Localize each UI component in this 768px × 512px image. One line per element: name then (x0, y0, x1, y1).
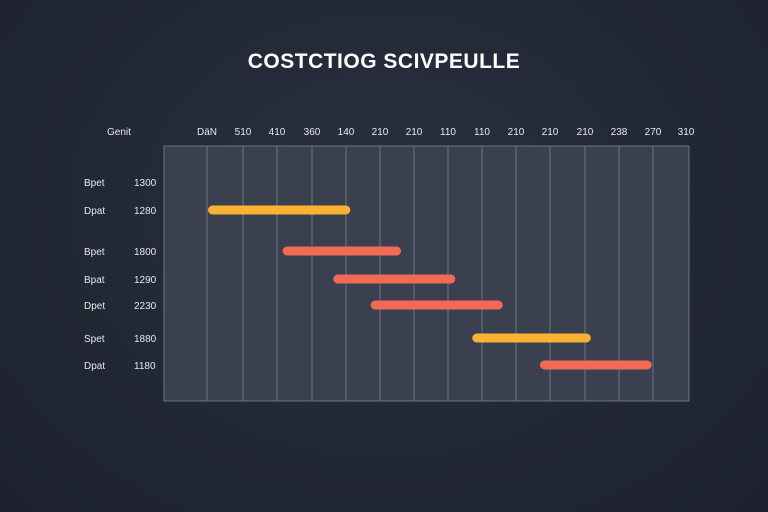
row-label: Bpat (84, 275, 105, 286)
x-tick-label: 210 (577, 127, 594, 138)
chart-title: COSTCTIOG SCIVPEULLE (247, 50, 521, 73)
row-label: Bpet (84, 247, 105, 258)
task-bar[interactable] (333, 274, 456, 284)
row-labels: Bpet 1300 Dpat 1280 Bpet 1800 Bpat 1290 Dpet 2230… (84, 178, 157, 372)
grid-lines (206, 146, 654, 401)
row-value: 2230 (134, 301, 157, 312)
task-bar[interactable] (370, 300, 503, 310)
x-tick-label: 210 (406, 127, 423, 138)
x-tick-label: 210 (372, 127, 389, 138)
row-value: 1280 (134, 206, 157, 217)
row-label: Dpat (84, 206, 105, 217)
row-value: 1300 (134, 178, 157, 189)
x-tick-label: 410 (269, 127, 286, 138)
row-value: 1800 (134, 247, 157, 258)
x-tick-label: 210 (508, 127, 525, 138)
x-tick-label: 238 (611, 127, 628, 138)
task-bars (208, 205, 652, 370)
task-bar[interactable] (208, 205, 351, 215)
x-tick-label: 210 (542, 127, 559, 138)
x-tick-label: 510 (235, 127, 252, 138)
plot-area (163, 145, 690, 402)
row-value: 1290 (134, 275, 157, 286)
task-bar[interactable] (472, 333, 591, 343)
row-value: 1180 (134, 361, 156, 372)
x-tick-label: 110 (440, 127, 456, 138)
row-label: Dpet (84, 301, 105, 312)
x-tick-label: 360 (304, 127, 321, 138)
row-label: Bpet (84, 178, 105, 189)
x-tick-labels: DäN 510 410 360 140 210 210 110 110 210 210 210 238 2… (197, 127, 695, 138)
x-tick-label: 270 (645, 127, 662, 138)
task-bar[interactable] (282, 246, 402, 256)
x-tick-label: 310 (678, 127, 695, 138)
x-tick-label: DäN (197, 127, 217, 138)
x-tick-label: 110 (474, 127, 490, 138)
x-tick-label: 140 (338, 127, 355, 138)
task-bar[interactable] (539, 360, 652, 370)
row-label: Dpat (84, 361, 105, 372)
corner-label: Genit (107, 127, 131, 138)
row-value: 1880 (134, 334, 157, 345)
row-label: Spet (84, 334, 105, 345)
